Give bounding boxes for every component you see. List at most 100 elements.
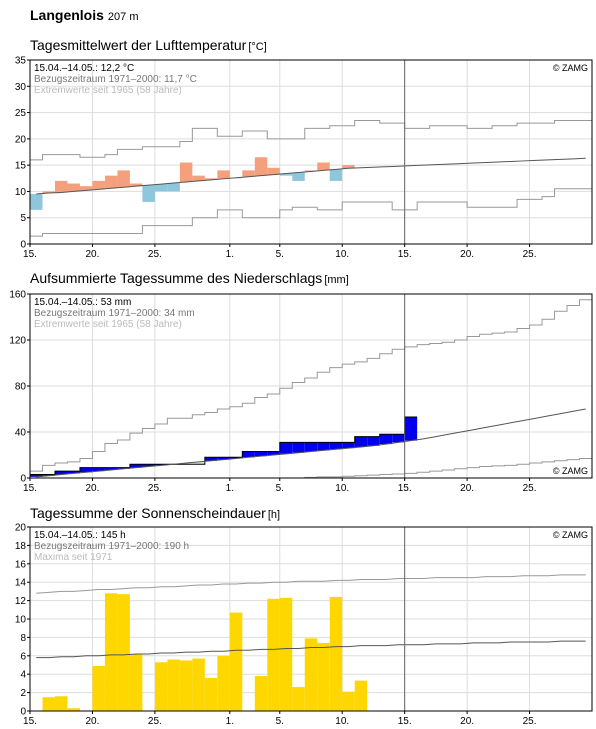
temp-anomaly-bar — [304, 170, 318, 172]
precip-anomaly-bar — [304, 442, 318, 452]
sunshine-bar — [217, 655, 230, 711]
precip-anomaly-bar — [367, 436, 380, 446]
normal-line — [36, 157, 586, 195]
precip-anomaly-bar — [317, 442, 330, 451]
precip-anomaly-bar — [392, 434, 405, 443]
x-tick-label: 15. — [398, 483, 412, 494]
temp-anomaly-bar — [129, 183, 143, 187]
sunshine-bar — [304, 638, 318, 711]
temp-anomaly-bar — [217, 170, 230, 179]
x-tick-label: 20. — [85, 483, 99, 494]
y-tick-label: 35 — [15, 56, 27, 67]
observed-line — [30, 416, 418, 476]
temp-anomaly-bar — [67, 183, 80, 192]
temp-anomaly-bar — [242, 170, 255, 177]
y-tick-label: 20 — [15, 134, 27, 145]
precip-title-text: Aufsummierte Tagessumme des Niederschlag… — [30, 270, 323, 286]
max-line — [30, 299, 592, 472]
precip-anomaly-bar — [242, 451, 255, 458]
x-tick-label: 25. — [148, 483, 162, 494]
x-tick-label: 25. — [523, 483, 537, 494]
sunshine-bar — [179, 660, 193, 711]
sunshine-bar — [204, 677, 218, 711]
precip-chart-title: Aufsummierte Tagessumme des Niederschlag… — [30, 270, 349, 286]
normal-line — [36, 640, 586, 659]
temp-anomaly-bar — [204, 178, 218, 180]
precip-anomaly-bar — [142, 464, 155, 467]
y-tick-label: 30 — [15, 82, 27, 93]
x-tick-label: 15. — [398, 716, 412, 727]
y-tick-label: 2 — [20, 688, 26, 699]
sunshine-bar — [104, 593, 118, 711]
temp-anomaly-bar — [267, 167, 280, 175]
sunshine-bar — [354, 680, 368, 711]
copyright-label: © ZAMG — [553, 530, 588, 540]
temp-anomaly-bar — [279, 173, 293, 176]
x-tick-label: 5. — [276, 716, 284, 727]
precip-anomaly-bar — [192, 461, 205, 465]
precip-anomaly-bar — [79, 467, 93, 473]
sunshine-bar — [279, 597, 293, 711]
x-tick-label: 25. — [523, 716, 537, 727]
y-tick-label: 8 — [20, 633, 26, 644]
legend-line-2: Bezugszeitraum 1971–2000: 11,7 °C — [34, 74, 197, 85]
sun-title-text: Tagessumme der Sonnenscheindauer — [30, 505, 266, 521]
temp-anomaly-bar — [154, 184, 168, 192]
temp-anomaly-bar — [167, 183, 180, 192]
normal-line — [36, 408, 586, 478]
sunshine-bar — [329, 596, 343, 711]
sun-title-unit: [h] — [267, 509, 281, 521]
precip-anomaly-bar — [104, 467, 118, 470]
x-tick-label: 1. — [226, 716, 234, 727]
sunshine-bar — [192, 658, 205, 711]
x-tick-label: 25. — [148, 716, 162, 727]
precip-anomaly-bar — [354, 436, 368, 447]
precip-anomaly-bar — [30, 474, 43, 477]
precip-anomaly-bar — [129, 464, 143, 468]
sunshine-bar — [92, 665, 105, 711]
y-tick-label: 4 — [20, 670, 26, 681]
precip-anomaly-bar — [292, 442, 305, 453]
max-line — [30, 119, 592, 161]
sunshine-bar — [154, 662, 168, 711]
precip-anomaly-bar — [254, 451, 268, 457]
y-tick-label: 25 — [15, 108, 27, 119]
temp-anomaly-bar — [92, 180, 105, 190]
sunshine-bar — [67, 708, 80, 711]
copyright-label: © ZAMG — [553, 63, 588, 73]
x-tick-label: 15. — [23, 483, 37, 494]
y-tick-label: 10 — [15, 187, 27, 198]
y-tick-label: 12 — [15, 596, 27, 607]
station-name: Langenlois — [30, 7, 104, 23]
sunshine-bar — [129, 653, 143, 711]
sunshine-bar — [229, 612, 243, 711]
legend-line-1: 15.04.–14.05.: 53 mm — [34, 297, 131, 308]
y-tick-label: 80 — [15, 382, 27, 393]
max-line — [36, 574, 586, 594]
sunshine-bar — [42, 697, 55, 711]
precip-anomaly-bar — [67, 471, 80, 474]
sun-chart: 0 2 4 6 8 10 12 14 16 18 20 15. 20. 25. 1. 5. 10. 15. 20. 2… — [15, 523, 593, 727]
station-header: Langenlois 207 m — [30, 7, 138, 23]
legend-line-1: 15.04.–14.05.: 145 h — [34, 530, 126, 541]
precip-chart: 0 40 80 120 160 15. 20. 25. 1. 5. 10. 15. 20. 25. 15.0… — [9, 290, 593, 494]
legend-line-2: Bezugszeitraum 1971–2000: 34 mm — [34, 308, 195, 319]
x-tick-label: 10. — [335, 483, 349, 494]
sun-chart-title: Tagessumme der Sonnenscheindauer [h] — [30, 505, 280, 521]
temp-anomaly-bar — [179, 162, 193, 182]
precip-title-unit: [mm] — [324, 274, 349, 286]
precip-anomaly-bar — [54, 471, 68, 475]
sunshine-bar — [117, 594, 130, 711]
x-tick-label: 1. — [226, 249, 234, 260]
x-tick-label: 20. — [460, 249, 474, 260]
sunshine-bar — [167, 659, 180, 711]
x-tick-label: 1. — [226, 483, 234, 494]
y-tick-label: 16 — [15, 559, 27, 570]
precip-anomaly-bar — [379, 434, 393, 445]
temp-anomaly-bar — [142, 185, 155, 202]
sunshine-bar — [54, 696, 68, 711]
temp-title-unit: [°C] — [248, 41, 267, 53]
x-tick-label: 15. — [23, 716, 37, 727]
precip-anomaly-bar — [404, 417, 418, 441]
precip-anomaly-bar — [342, 442, 355, 449]
